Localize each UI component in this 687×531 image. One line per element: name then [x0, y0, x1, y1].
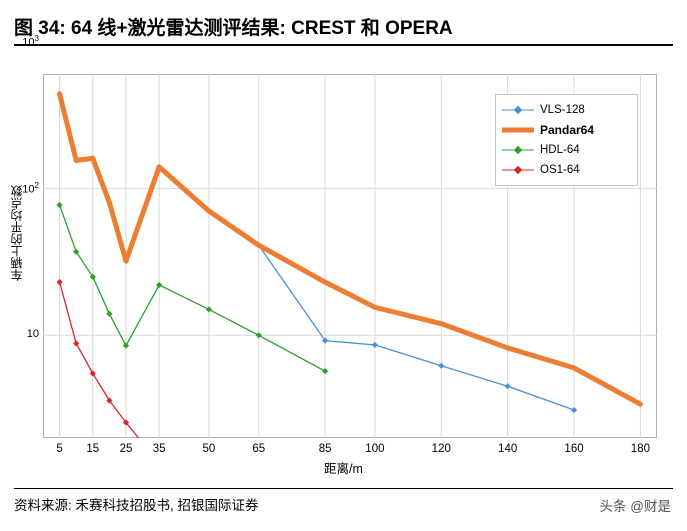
data-point-marker [56, 279, 63, 286]
data-point-marker [73, 248, 80, 255]
x-axis-tick-label: 160 [564, 443, 584, 455]
legend-item: OS1-64 [502, 160, 631, 180]
data-point-marker [322, 368, 329, 375]
data-point-marker [205, 306, 213, 313]
source-bar: 资料来源: 禾赛科技招股书, 招银国际证券 [14, 488, 673, 518]
legend-item: VLS-128 [502, 100, 631, 120]
data-point-marker [504, 383, 511, 390]
data-point-marker [89, 273, 96, 280]
legend-swatch-icon [502, 123, 534, 137]
x-axis-tick-label: 120 [431, 443, 451, 455]
page-title: 图 34: 64 线+激光雷达测评结果: CREST 和 OPERA [14, 17, 453, 39]
legend-item-label: OS1-64 [540, 164, 580, 176]
x-axis-tick-label: 25 [119, 443, 133, 455]
legend-item: Pandar64 [502, 120, 631, 140]
x-axis-tick-label: 15 [86, 443, 100, 455]
figure-title-bar: 图 34: 64 线+激光雷达测评结果: CREST 和 OPERA [14, 8, 673, 46]
x-axis-tick-label: 5 [56, 443, 63, 455]
data-point-marker [371, 341, 378, 349]
y-axis-tick-label: 10 [26, 328, 39, 341]
x-axis-tick-label: 100 [365, 443, 385, 455]
legend-item-label: VLS-128 [540, 104, 585, 116]
series-line [57, 91, 643, 407]
data-point-marker [89, 370, 96, 377]
data-point-marker [106, 397, 113, 404]
data-point-marker [122, 419, 130, 426]
chart-legend: VLS-128 Pandar64 HDL-64 OS1-64 [495, 94, 638, 186]
x-axis-tick-label: 50 [202, 443, 216, 455]
legend-item-label: Pandar64 [540, 123, 595, 137]
data-point-marker [438, 362, 445, 369]
x-axis-tick-label: 180 [630, 443, 650, 455]
y-axis-tick-label: 102 [22, 181, 39, 196]
data-point-marker [56, 201, 63, 209]
legend-swatch-icon [502, 163, 534, 177]
x-axis-tick-label: 65 [252, 443, 266, 455]
data-point-marker [73, 340, 80, 347]
legend-item: HDL-64 [502, 140, 631, 160]
data-point-marker [255, 332, 262, 339]
legend-swatch-icon [502, 103, 534, 117]
series-line [58, 281, 140, 438]
x-axis-tick-label: 140 [498, 443, 518, 455]
x-axis-tick-label: 35 [152, 443, 166, 455]
data-point-marker [106, 310, 113, 317]
data-point-marker [322, 337, 329, 344]
data-point-marker [122, 342, 130, 349]
data-point-marker [156, 281, 163, 289]
data-point-marker [570, 406, 578, 414]
watermark-text: 头条 @财是 [599, 499, 671, 514]
x-axis-tick-label: 85 [318, 443, 332, 455]
legend-swatch-icon [502, 143, 534, 157]
legend-item-label: HDL-64 [540, 144, 580, 156]
source-text: 资料来源: 禾赛科技招股书, 招银国际证券 [14, 497, 259, 513]
x-axis-label: 距离/m [324, 462, 363, 476]
y-axis-label: 车辆上的平均点数 [10, 185, 24, 281]
series-line [58, 204, 326, 372]
y-axis-tick-label: 103 [22, 34, 39, 50]
